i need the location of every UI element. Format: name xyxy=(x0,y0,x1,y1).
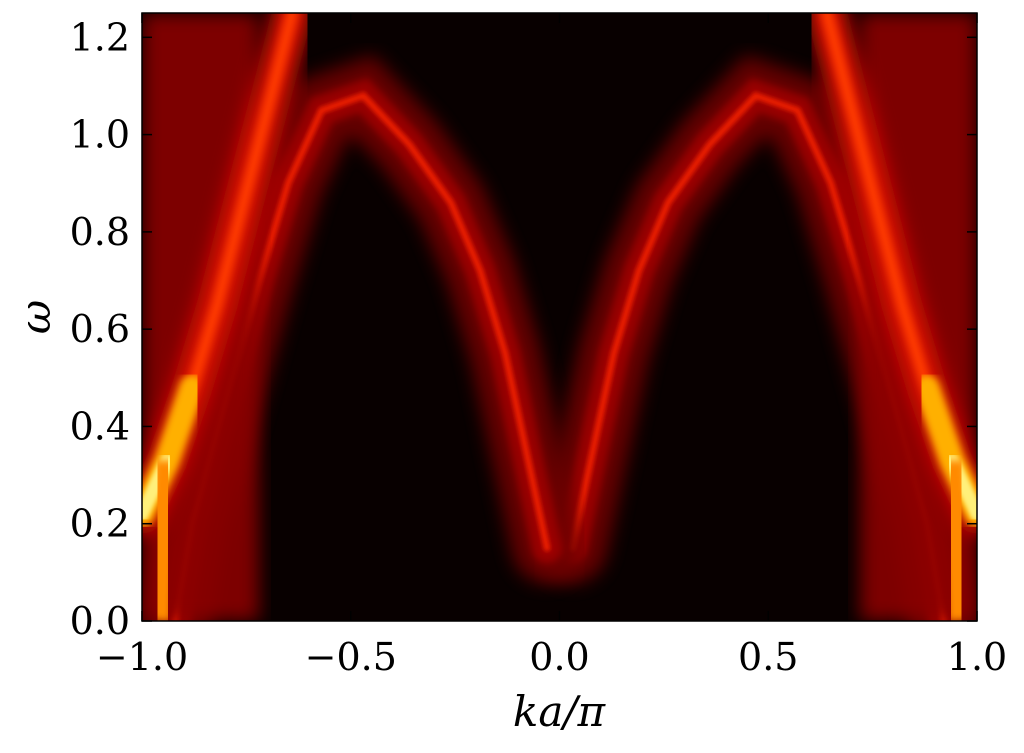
edge-low-band xyxy=(145,459,181,621)
y-axis: 0.0 0.2 0.4 0.6 0.8 1.0 1.2 xyxy=(70,15,977,643)
edge-low-band xyxy=(938,459,974,621)
y-tick-label: 1.2 xyxy=(70,15,130,59)
band-right xyxy=(537,13,977,621)
x-tick-label: 1.0 xyxy=(947,635,1007,679)
y-tick-label: 0.2 xyxy=(70,502,130,546)
x-tick-label: −1.0 xyxy=(96,635,188,679)
x-axis: −1.0 −0.5 0.0 0.5 1.0 xyxy=(96,13,1007,679)
band-left xyxy=(142,13,582,621)
heatmap-intensity xyxy=(142,13,977,621)
y-tick-label: 0.0 xyxy=(70,599,130,643)
x-tick-label: −0.5 xyxy=(305,635,397,679)
x-tick-label: 0.0 xyxy=(529,635,589,679)
y-tick-label: 0.8 xyxy=(70,210,130,254)
y-tick-label: 0.6 xyxy=(70,307,130,351)
y-tick-label: 1.0 xyxy=(70,113,130,157)
x-tick-label: 0.5 xyxy=(738,635,798,679)
plot-area xyxy=(141,12,978,622)
y-tick-label: 0.4 xyxy=(70,404,130,448)
x-axis-title: ka/π xyxy=(513,687,607,736)
y-axis-title: ω xyxy=(11,300,60,334)
